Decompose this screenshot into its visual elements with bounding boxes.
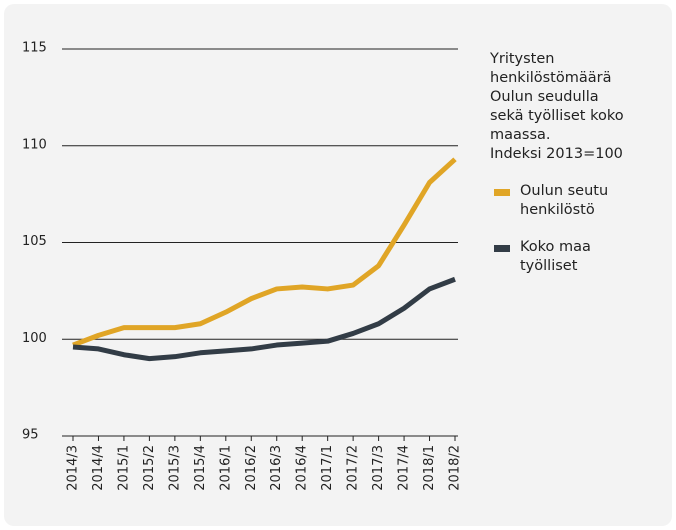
x-tick-label: 2016/3	[269, 445, 284, 491]
legend-label: Koko maa työlliset	[520, 239, 591, 274]
x-tick-label: 2015/4	[193, 445, 208, 491]
legend-swatch	[494, 245, 510, 252]
y-tick-label: 95	[22, 428, 39, 443]
x-tick-label: 2017/3	[371, 445, 386, 491]
y-tick-label: 100	[22, 331, 47, 346]
x-tick-label: 2016/4	[295, 445, 310, 491]
description-line: henkilöstömäärä	[490, 70, 612, 86]
x-tick-label: 2017/1	[320, 445, 335, 491]
x-tick-label: 2016/1	[218, 445, 233, 491]
legend-swatch	[494, 189, 510, 196]
x-tick-label: 2016/2	[244, 445, 259, 491]
legend-item: Koko maa työlliset	[490, 238, 665, 276]
side-panel: Yritysten henkilöstömäärä Oulun seudulla se…	[490, 50, 665, 276]
x-tick-label: 2014/3	[66, 445, 81, 491]
series-line	[72, 157, 457, 348]
legend-item: Oulun seutu henkilöstö	[490, 182, 665, 220]
x-tick-label: 2014/4	[91, 445, 106, 491]
description-line: Oulun seudulla	[490, 89, 599, 105]
x-tick-label: 2015/1	[116, 445, 131, 491]
description-line: maassa.	[490, 127, 551, 143]
y-tick-label: 110	[22, 137, 47, 152]
x-tick-label: 2017/2	[346, 445, 361, 491]
y-tick-label: 115	[22, 41, 47, 56]
description: Yritysten henkilöstömäärä Oulun seudulla se…	[490, 50, 665, 164]
x-tick-label: 2015/3	[167, 445, 182, 491]
x-tick-label: 2015/2	[142, 445, 157, 491]
x-tick-label: 2018/2	[448, 445, 463, 491]
series-line	[72, 276, 456, 362]
description-line: Indeksi 2013=100	[490, 146, 623, 162]
y-tick-label: 105	[22, 234, 47, 249]
x-tick-label: 2017/4	[397, 445, 412, 491]
legend-label: Oulun seutu henkilöstö	[520, 183, 609, 218]
x-tick-label: 2018/1	[422, 445, 437, 491]
description-line: Yritysten	[490, 51, 555, 67]
description-line: sekä työlliset koko	[490, 108, 624, 124]
card	[4, 4, 672, 526]
